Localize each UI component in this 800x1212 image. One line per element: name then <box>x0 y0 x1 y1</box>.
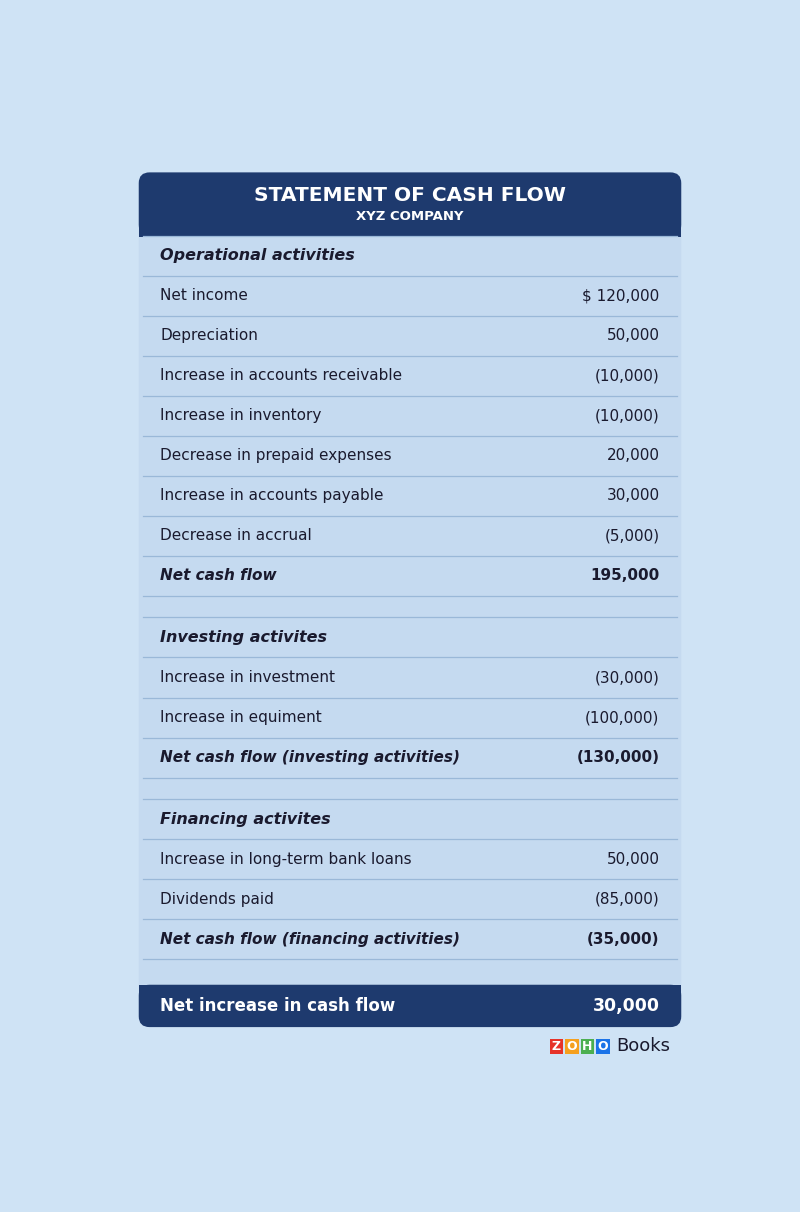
Text: Net cash flow (investing activities): Net cash flow (investing activities) <box>161 750 461 765</box>
Text: (10,000): (10,000) <box>595 368 659 383</box>
Text: O: O <box>566 1040 578 1053</box>
Text: (30,000): (30,000) <box>594 670 659 685</box>
Text: Financing activites: Financing activites <box>161 812 331 827</box>
Text: 30,000: 30,000 <box>606 488 659 503</box>
FancyBboxPatch shape <box>138 172 682 1027</box>
Bar <box>550 1039 563 1054</box>
Bar <box>581 1039 594 1054</box>
Text: Net increase in cash flow: Net increase in cash flow <box>161 997 396 1014</box>
Text: Decrease in prepaid expenses: Decrease in prepaid expenses <box>161 448 392 463</box>
Text: Depreciation: Depreciation <box>161 328 258 343</box>
Text: (85,000): (85,000) <box>595 892 659 907</box>
Text: Net cash flow: Net cash flow <box>161 568 277 583</box>
Text: Increase in investment: Increase in investment <box>161 670 335 685</box>
Text: $ 120,000: $ 120,000 <box>582 288 659 303</box>
Text: (130,000): (130,000) <box>577 750 659 765</box>
Text: (35,000): (35,000) <box>587 932 659 947</box>
Text: Investing activites: Investing activites <box>161 630 327 645</box>
Text: Increase in accounts receivable: Increase in accounts receivable <box>161 368 402 383</box>
Text: Net income: Net income <box>161 288 248 303</box>
Text: O: O <box>598 1040 608 1053</box>
Text: 20,000: 20,000 <box>606 448 659 463</box>
Text: STATEMENT OF CASH FLOW: STATEMENT OF CASH FLOW <box>254 187 566 205</box>
Text: H: H <box>582 1040 593 1053</box>
FancyBboxPatch shape <box>138 984 682 1027</box>
Text: (100,000): (100,000) <box>585 710 659 725</box>
Text: 195,000: 195,000 <box>590 568 659 583</box>
FancyBboxPatch shape <box>138 172 682 235</box>
Bar <box>138 204 682 238</box>
Text: 50,000: 50,000 <box>606 328 659 343</box>
Bar <box>565 1039 579 1054</box>
Bar <box>138 984 682 1007</box>
Text: XYZ COMPANY: XYZ COMPANY <box>356 210 464 223</box>
Text: Z: Z <box>552 1040 561 1053</box>
Bar <box>596 1039 610 1054</box>
Text: 30,000: 30,000 <box>593 997 659 1014</box>
Text: (5,000): (5,000) <box>605 528 659 543</box>
Text: Books: Books <box>616 1037 670 1056</box>
Text: 50,000: 50,000 <box>606 852 659 867</box>
Text: Operational activities: Operational activities <box>161 248 355 263</box>
Text: Increase in accounts payable: Increase in accounts payable <box>161 488 384 503</box>
Text: Decrease in accrual: Decrease in accrual <box>161 528 312 543</box>
Text: Increase in inventory: Increase in inventory <box>161 408 322 423</box>
Text: Dividends paid: Dividends paid <box>161 892 274 907</box>
Text: (10,000): (10,000) <box>595 408 659 423</box>
Text: Increase in equiment: Increase in equiment <box>161 710 322 725</box>
Text: Increase in long-term bank loans: Increase in long-term bank loans <box>161 852 412 867</box>
Text: Net cash flow (financing activities): Net cash flow (financing activities) <box>161 932 461 947</box>
